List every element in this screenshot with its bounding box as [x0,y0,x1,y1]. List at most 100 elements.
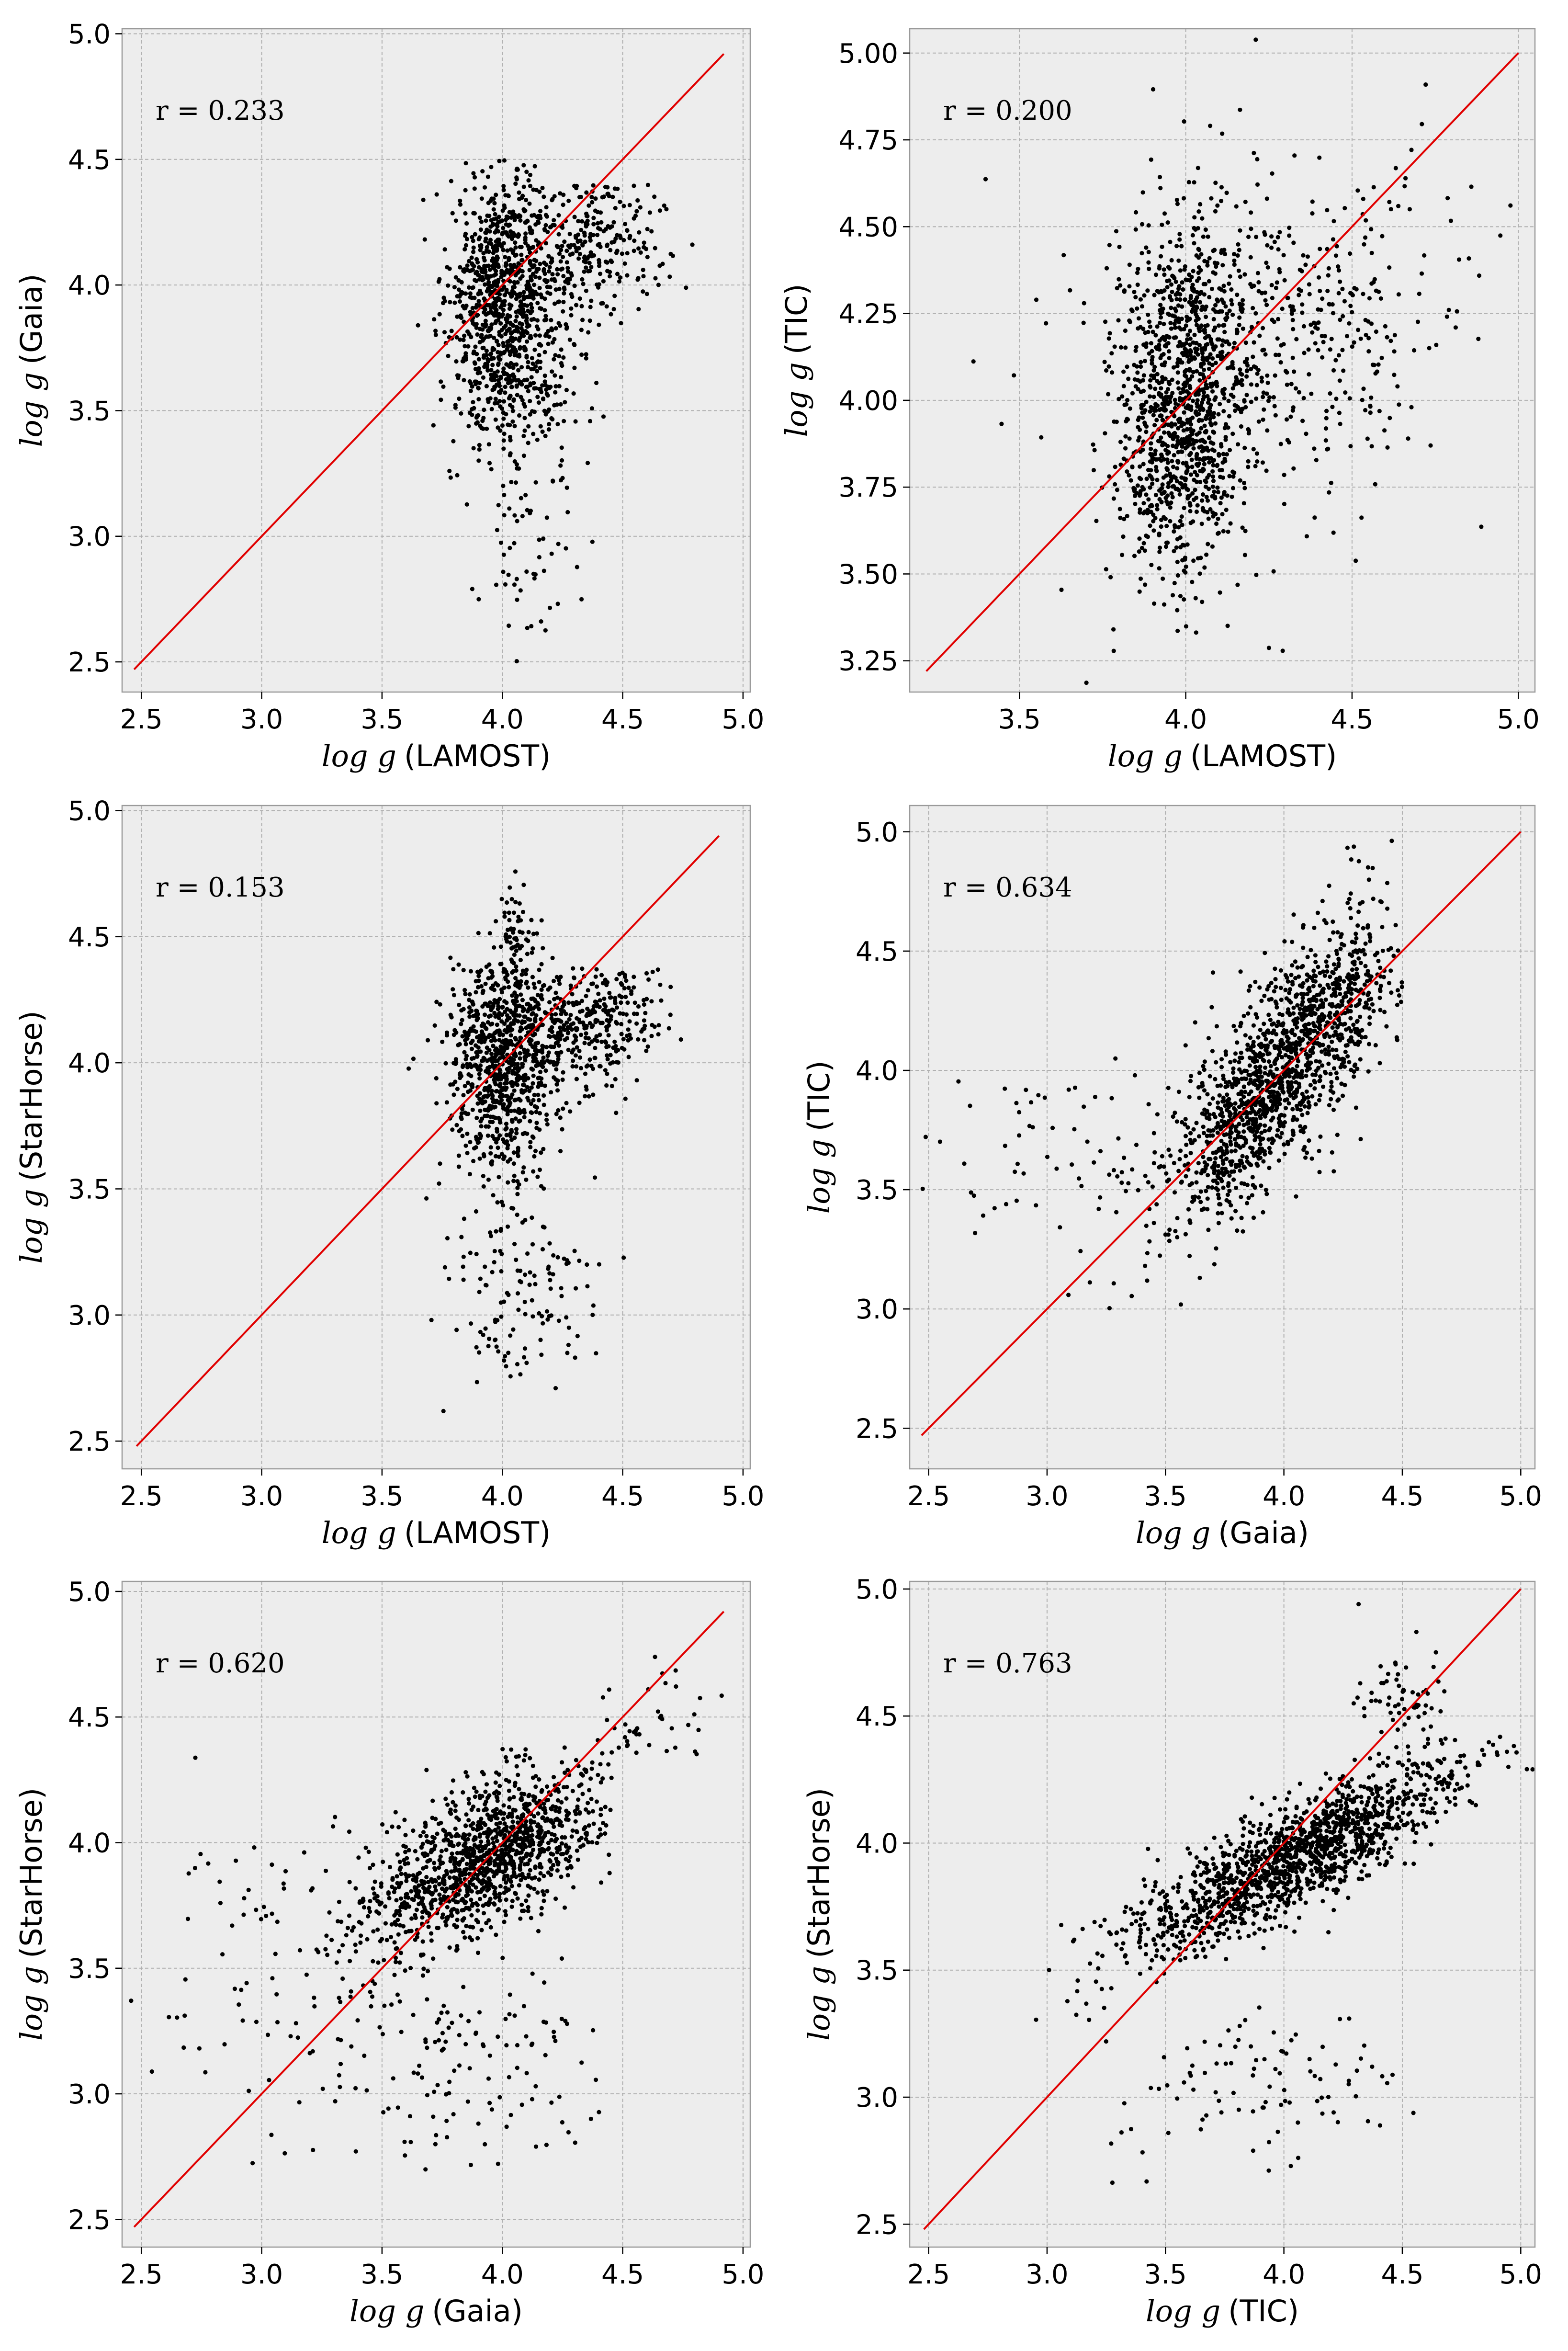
data-point [1138,427,1142,432]
data-point [1117,507,1122,511]
data-point [1320,296,1325,301]
data-point [501,552,506,557]
data-point [1328,391,1332,396]
data-point [515,1082,520,1087]
x-tick-label: 4.0 [481,1481,524,1512]
data-point [1139,545,1144,550]
data-point [458,202,463,207]
data-point [1173,398,1177,402]
data-point [468,1250,473,1255]
data-point [1162,515,1166,520]
data-point [1175,466,1180,471]
data-point [553,279,557,284]
data-point [557,354,562,359]
data-point [511,363,516,367]
data-point [583,256,588,261]
data-point [645,227,650,231]
data-point [474,1135,479,1139]
data-point [1230,312,1235,317]
data-point [520,1009,525,1013]
data-point [1290,940,1295,944]
data-point [1224,508,1229,512]
data-point [541,946,545,951]
data-point [1229,298,1234,303]
data-point [1243,405,1248,409]
data-point [501,410,506,415]
data-point [621,204,626,208]
data-point [1209,196,1214,201]
data-point [584,221,588,226]
data-point [1477,273,1482,278]
data-point [596,243,600,248]
data-point [488,1022,493,1027]
data-point [526,360,530,364]
data-point [501,248,506,252]
data-point [559,1294,564,1298]
data-point [496,1000,500,1005]
data-point [1230,302,1234,307]
data-point [1201,407,1206,412]
data-point [521,184,526,189]
data-point [618,199,622,204]
data-point [1266,1012,1271,1017]
data-point [476,978,481,983]
data-point [549,260,553,265]
data-point [664,207,669,212]
data-point [605,260,609,265]
data-point [662,203,666,208]
data-point [488,1151,493,1156]
data-point [1170,377,1174,382]
data-point [1113,465,1117,469]
data-point [1104,368,1109,373]
data-point [1153,273,1159,277]
data-point [1157,549,1162,554]
data-point [622,261,627,266]
data-point [486,1344,491,1349]
data-point [1248,1145,1253,1150]
data-point [562,419,566,423]
data-point [1383,324,1388,329]
data-point [484,218,488,223]
data-point [1159,353,1164,358]
data-point [488,238,493,242]
data-point [507,506,512,511]
data-point [1195,278,1200,284]
data-point [1133,348,1138,353]
data-point [1228,521,1233,526]
data-point [1278,968,1283,973]
data-point [494,1053,499,1057]
data-point [558,478,564,483]
data-point [510,993,515,998]
data-point [451,993,457,998]
data-point [1231,1070,1236,1075]
data-point [434,1101,439,1106]
data-point [515,280,520,285]
data-point [511,1206,516,1211]
data-point [1102,360,1107,364]
data-point [467,992,472,997]
data-point [566,1047,571,1052]
data-point [476,386,481,391]
data-point [1130,464,1135,469]
data-point [491,304,496,309]
data-point [1393,166,1398,170]
data-point [572,215,577,219]
data-point [1392,373,1397,377]
data-point [528,412,532,417]
data-point [603,1068,608,1073]
data-point [1171,465,1176,469]
data-point [421,197,426,202]
data-point [553,990,558,995]
data-point [634,1021,639,1026]
data-point [1173,307,1177,311]
data-point [476,357,481,362]
data-point [1305,978,1309,983]
data-point [526,441,530,445]
data-point [547,422,552,427]
data-point [539,1082,543,1087]
data-point [1249,367,1253,372]
data-point [1239,424,1243,429]
data-point [472,360,477,365]
data-point [518,588,523,593]
data-point [1211,249,1216,253]
